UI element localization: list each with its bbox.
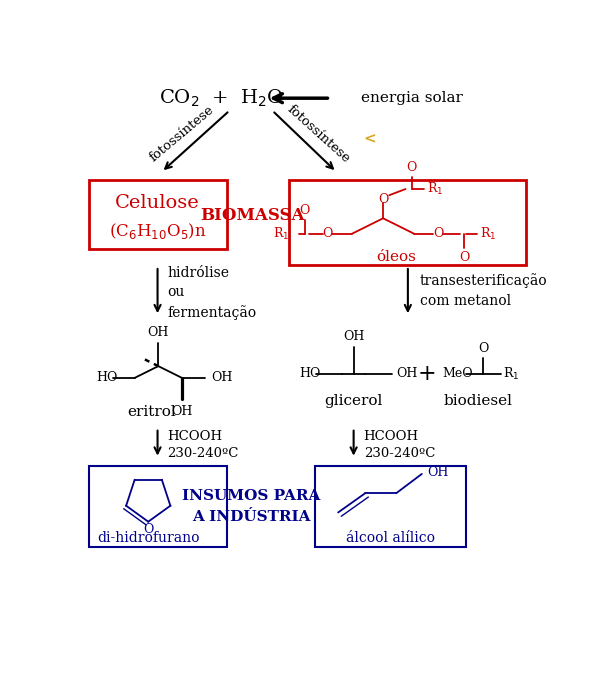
Text: R$_1$: R$_1$ [273, 225, 290, 242]
Text: di-hidrofurano: di-hidrofurano [97, 531, 199, 545]
Text: R$_1$: R$_1$ [503, 366, 519, 382]
Text: óleos: óleos [376, 250, 416, 264]
Text: Celulose: Celulose [115, 194, 200, 212]
Text: biodiesel: biodiesel [443, 394, 512, 408]
Text: fotossíntese: fotossíntese [285, 102, 353, 165]
Text: OH: OH [396, 368, 418, 380]
Text: glicerol: glicerol [324, 394, 383, 408]
Text: O: O [300, 204, 310, 217]
Text: MeO: MeO [443, 368, 473, 380]
Text: HCOOH
230-240ºC: HCOOH 230-240ºC [168, 430, 239, 460]
Text: OH: OH [147, 326, 169, 339]
Text: O: O [459, 250, 470, 263]
Text: fotossíntese: fotossíntese [147, 103, 216, 164]
Text: O: O [407, 160, 417, 173]
Text: INSUMOS PARA
A INDÚSTRIA: INSUMOS PARA A INDÚSTRIA [182, 489, 321, 523]
Text: álcool alílico: álcool alílico [346, 531, 435, 545]
Text: R$_1$: R$_1$ [480, 225, 496, 242]
Text: O: O [143, 523, 153, 536]
Text: O: O [478, 342, 488, 355]
Text: <: < [363, 132, 376, 146]
Text: CO$_2$  +  H$_2$O: CO$_2$ + H$_2$O [159, 87, 284, 109]
Bar [290, 180, 526, 265]
Bar [88, 180, 226, 249]
Text: HO: HO [299, 368, 321, 380]
Bar [88, 466, 226, 547]
Text: O: O [322, 227, 333, 240]
Text: HCOOH
230-240ºC: HCOOH 230-240ºC [364, 430, 435, 460]
Text: HO: HO [96, 371, 118, 384]
Text: (C$_6$H$_{10}$O$_5$)n: (C$_6$H$_{10}$O$_5$)n [109, 221, 207, 242]
Bar [315, 466, 466, 547]
Text: BIOMASSA: BIOMASSA [201, 207, 305, 225]
Text: +: + [418, 363, 436, 385]
Text: OH: OH [427, 466, 448, 479]
Text: OH: OH [171, 405, 192, 418]
Text: OH: OH [211, 371, 232, 384]
Text: energia solar: energia solar [361, 91, 463, 105]
Text: eritrol: eritrol [128, 406, 177, 419]
Text: OH: OH [343, 330, 364, 343]
Text: R$_1$: R$_1$ [427, 181, 444, 197]
Text: O: O [378, 192, 388, 206]
Text: transesterificação
com metanol: transesterificação com metanol [420, 274, 547, 308]
Text: O: O [433, 227, 444, 240]
Text: hidrólise
ou
fermentação: hidrólise ou fermentação [168, 266, 257, 320]
